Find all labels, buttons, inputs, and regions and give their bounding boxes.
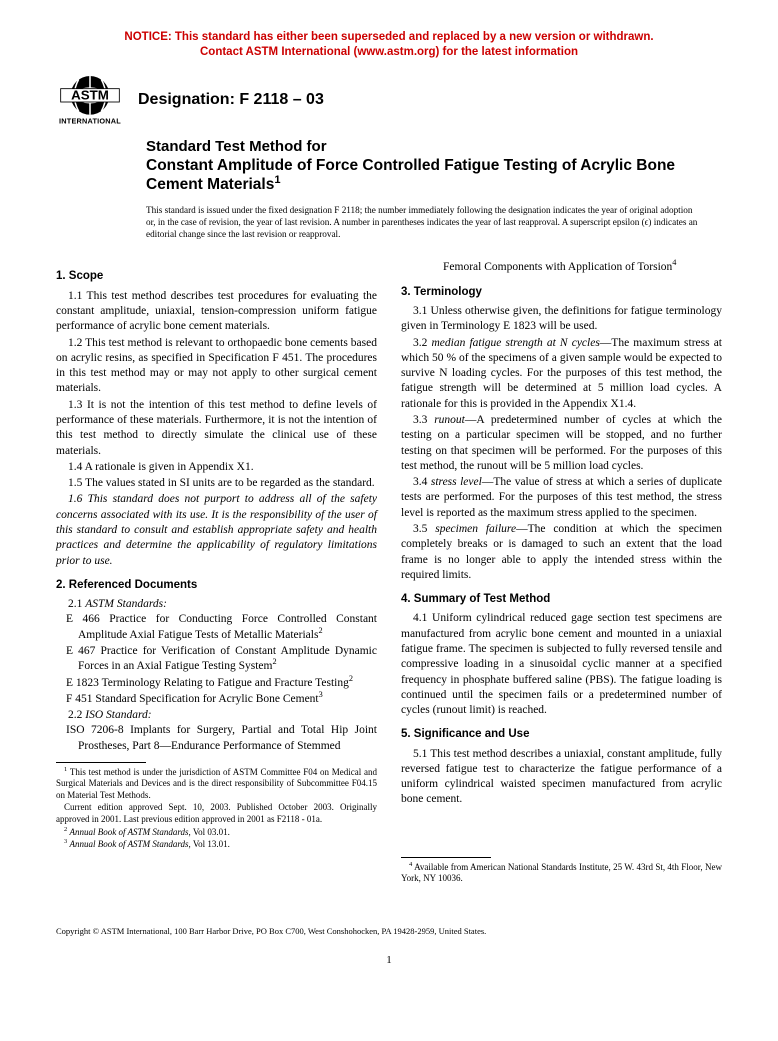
footnote-rule-right [401,857,491,858]
ref-iso7206: ISO 7206-8 Implants for Surgery, Partial… [56,723,377,754]
footnote-1b: Current edition approved Sept. 10, 2003.… [56,802,377,825]
para-3-3: 3.3 runout—A predetermined number of cyc… [401,413,722,474]
ref-iso7206-cont: Femoral Components with Application of T… [401,260,722,275]
ref-e467: E 467 Practice for Verification of Const… [56,644,377,675]
footnote-rule-left [56,762,146,763]
left-column: 1. Scope 1.1 This test method describes … [56,260,377,885]
designation-text: Designation: F 2118 – 03 [138,91,324,109]
copyright-notice: Copyright © ASTM International, 100 Barr… [56,926,722,936]
footnote-4: 4 Available from American National Stand… [401,862,722,885]
refdocs-heading: 2. Referenced Documents [56,578,377,593]
footnotes-left: 1 This test method is under the jurisdic… [56,767,377,851]
footnote-3: 3 Annual Book of ASTM Standards, Vol 13.… [56,839,377,851]
svg-text:INTERNATIONAL: INTERNATIONAL [59,116,121,125]
ref-e466: E 466 Practice for Conducting Force Cont… [56,612,377,643]
significance-heading: 5. Significance and Use [401,727,722,742]
scope-heading: 1. Scope [56,269,377,284]
supersession-notice: NOTICE: This standard has either been su… [56,30,722,60]
ref-e1823: E 1823 Terminology Relating to Fatigue a… [56,676,377,691]
footnote-2: 2 Annual Book of ASTM Standards, Vol 03.… [56,827,377,839]
para-4-1: 4.1 Uniform cylindrical reduced gage sec… [401,611,722,718]
title-lead: Standard Test Method for [146,138,722,156]
terminology-heading: 3. Terminology [401,285,722,300]
title-sup: 1 [274,174,280,186]
para-1-2: 1.2 This test method is relevant to orth… [56,336,377,397]
iso-standard-head: 2.2 ISO Standard: [56,708,377,723]
right-column: Femoral Components with Application of T… [401,260,722,885]
body-columns: 1. Scope 1.1 This test method describes … [56,260,722,885]
svg-text:ASTM: ASTM [71,87,109,102]
para-1-6: 1.6 1.6 This standard does not purport t… [56,492,377,568]
footnote-1: 1 This test method is under the jurisdic… [56,767,377,802]
footnotes-right: 4 Available from American National Stand… [401,862,722,885]
title-main: Constant Amplitude of Force Controlled F… [146,156,722,195]
issuance-note: This standard is issued under the fixed … [146,205,702,241]
para-1-3: 1.3 It is not the intention of this test… [56,398,377,459]
title-main-text: Constant Amplitude of Force Controlled F… [146,157,675,193]
notice-line2: Contact ASTM International (www.astm.org… [200,46,578,58]
para-3-5: 3.5 specimen failure—The condition at wh… [401,522,722,583]
para-3-2: 3.2 median fatigue strength at N cycles—… [401,336,722,412]
header-row: ASTM INTERNATIONAL Designation: F 2118 –… [56,74,722,126]
ref-f451: F 451 Standard Specification for Acrylic… [56,692,377,707]
para-1-1: 1.1 This test method describes test proc… [56,289,377,335]
para-3-4: 3.4 stress level—The value of stress at … [401,475,722,521]
summary-heading: 4. Summary of Test Method [401,592,722,607]
para-1-4: 1.4 A rationale is given in Appendix X1. [56,460,377,475]
para-5-1: 5.1 This test method describes a uniaxia… [401,747,722,808]
page-number: 1 [56,954,722,966]
notice-line1: NOTICE: This standard has either been su… [124,31,653,43]
para-1-5: 1.5 The values stated in SI units are to… [56,476,377,491]
para-3-1: 3.1 Unless otherwise given, the definiti… [401,304,722,335]
title-block: Standard Test Method for Constant Amplit… [146,138,722,195]
astm-standards-head: 2.1 ASTM Standards: [56,597,377,612]
astm-logo: ASTM INTERNATIONAL [56,74,124,126]
